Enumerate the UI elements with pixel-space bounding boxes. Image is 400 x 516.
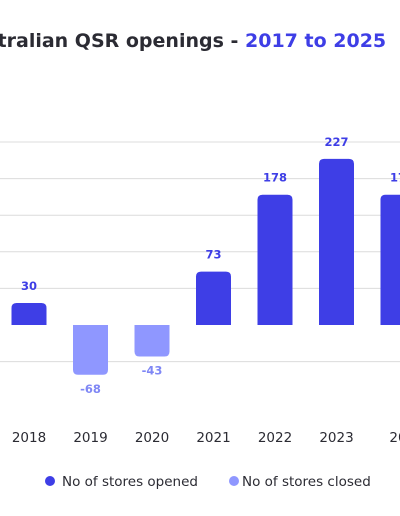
data-label-2022: 178 (263, 171, 287, 185)
data-label-2020: -43 (142, 363, 163, 377)
data-label-2023: 227 (324, 135, 348, 149)
x-tick-label: 2019 (73, 430, 107, 446)
x-axis-tick-labels: 2018 2019 2020 2021 2022 2023 20 (12, 430, 400, 446)
x-tick-label: 2023 (319, 430, 353, 446)
x-tick-label: 2021 (196, 430, 230, 446)
legend: No of stores opened No of stores closed (45, 474, 371, 490)
bar-opened-2021 (196, 271, 231, 325)
data-label-2021: 73 (205, 248, 221, 262)
bars (11, 158, 400, 375)
bar-opened-2024 (380, 194, 400, 325)
legend-label-closed: No of stores closed (242, 474, 371, 490)
chart-title-main: Australian QSR openings - (0, 30, 245, 52)
x-tick-label: 20 (389, 430, 400, 446)
bar-opened-2022 (257, 194, 293, 325)
data-label-2018: 30 (21, 279, 37, 293)
bar-closed-2020 (134, 325, 170, 357)
data-label-2019: -68 (80, 382, 101, 396)
chart-title: Australian QSR openings - 2017 to 2025 (0, 30, 386, 52)
data-label-2024: 17 (390, 171, 400, 185)
gridlines (0, 141, 400, 363)
x-tick-label: 2022 (258, 430, 292, 446)
x-tick-label: 2018 (12, 430, 46, 446)
legend-label-opened: No of stores opened (62, 474, 198, 490)
bar-closed-2019 (73, 325, 108, 375)
bar-opened-2023 (319, 158, 354, 325)
data-labels: 30 -68 -43 73 178 227 17 (21, 135, 400, 396)
legend-marker-opened (45, 476, 55, 486)
bar-opened-2018 (11, 303, 47, 325)
chart-title-highlight: 2017 to 2025 (245, 30, 386, 52)
x-tick-label: 2020 (135, 430, 169, 446)
legend-marker-closed (229, 476, 239, 486)
